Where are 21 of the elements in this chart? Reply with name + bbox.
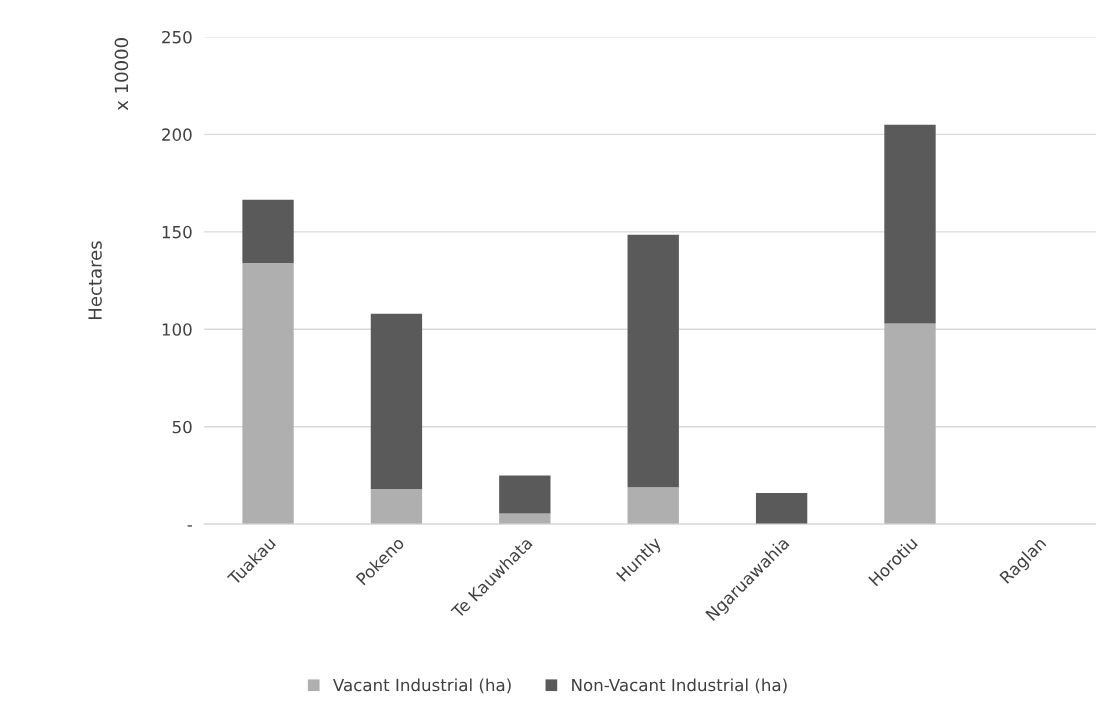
y-tick-label: 150 xyxy=(162,225,192,239)
bar xyxy=(242,199,294,264)
legend-label: Vacant Industrial (ha) xyxy=(333,678,511,694)
bar xyxy=(627,234,679,488)
bar xyxy=(884,124,936,324)
bar xyxy=(499,513,551,525)
bar xyxy=(499,475,551,514)
y-axis-title: Hectares xyxy=(88,241,102,319)
y-tick-label: 100 xyxy=(162,323,192,336)
y-tick-label: 200 xyxy=(162,128,192,141)
text: x 10000 xyxy=(114,38,129,111)
bar xyxy=(370,313,423,490)
bar xyxy=(884,323,936,525)
y-tick-label: 250 xyxy=(162,30,192,44)
y-tick-label: 50 xyxy=(172,420,192,434)
y-tick-label: - xyxy=(187,525,192,527)
bar xyxy=(242,263,294,525)
bar xyxy=(755,492,808,525)
bar xyxy=(627,487,679,525)
bar xyxy=(370,489,423,525)
legend-label: Non-Vacant Industrial (ha) xyxy=(572,678,787,694)
